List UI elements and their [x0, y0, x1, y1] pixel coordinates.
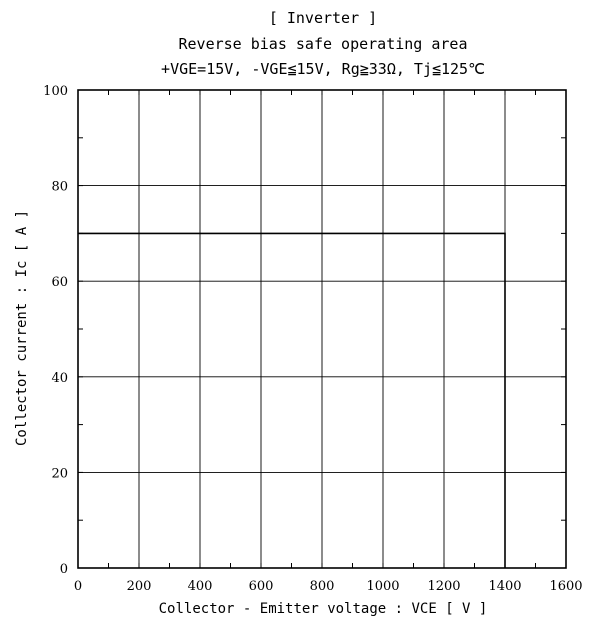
x-tick-label: 1600	[549, 579, 582, 594]
x-tick-labels: 0 200 400 600 800 1000 1200 1400 1600	[74, 579, 583, 594]
x-tick-label: 1400	[488, 579, 521, 594]
x-tick-label: 1200	[427, 579, 460, 594]
series-layer	[78, 232, 506, 568]
y-tick-label: 40	[51, 371, 68, 386]
y-tick-label: 20	[51, 466, 68, 481]
y-tick-label: 60	[51, 275, 68, 290]
plot-frame	[77, 89, 567, 569]
x-tick-label: 0	[74, 579, 82, 594]
rbsoa-boundary-line	[78, 232, 506, 568]
grid	[78, 90, 566, 568]
x-tick-label: 600	[249, 579, 274, 594]
y-axis-label: Collector current : Ic [ A ]	[14, 210, 30, 446]
y-tick-label: 80	[51, 180, 68, 195]
chart-conditions: +VGE=15V, -VGE≦15V, Rg≧33Ω, Tj≦125℃	[161, 60, 485, 78]
chart-subtitle: Reverse bias safe operating area	[179, 35, 468, 53]
x-tick-label: 800	[310, 579, 335, 594]
chart-title: [ Inverter ]	[269, 9, 377, 27]
y-tick-labels: 0 20 40 60 80 100	[43, 84, 68, 577]
x-tick-label: 1000	[366, 579, 399, 594]
x-tick-label: 400	[188, 579, 213, 594]
x-axis-label: Collector - Emitter voltage : VCE [ V ]	[159, 601, 488, 617]
y-tick-label: 100	[43, 84, 68, 99]
x-tick-label: 200	[127, 579, 152, 594]
y-tick-label: 0	[60, 562, 68, 577]
